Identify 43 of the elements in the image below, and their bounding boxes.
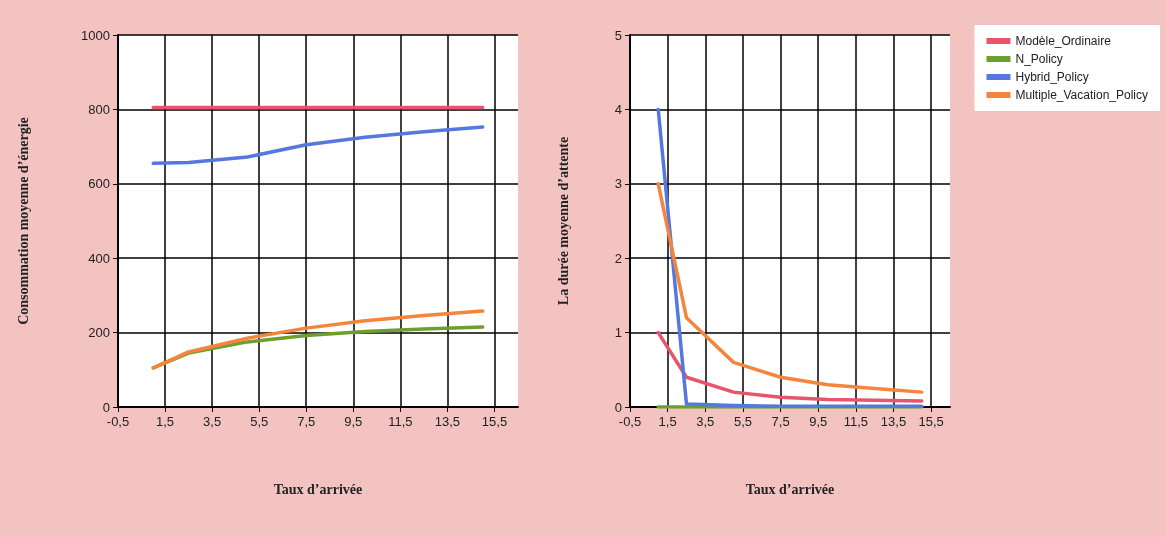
y-tick-label: 3 — [614, 176, 622, 192]
y-tick-label: 400 — [88, 250, 110, 266]
x-tick-label: 1,5 — [156, 414, 175, 429]
x-tick-label: 13,5 — [880, 414, 907, 429]
y-tick-label: 1 — [614, 325, 622, 341]
x-axis-title: Taux d’arrivée — [273, 481, 363, 497]
y-axis-title: Consommation moyenne d’énergie — [15, 117, 31, 325]
x-tick-label: 15,5 — [918, 414, 944, 429]
x-tick-label: 5,5 — [250, 414, 269, 429]
line-series — [656, 107, 924, 409]
x-tick-label: 15,5 — [481, 414, 508, 429]
line-series — [656, 182, 924, 394]
y-tick-label: 800 — [88, 101, 110, 117]
x-tick-label: 9,5 — [344, 414, 363, 429]
x-tick-label: 9,5 — [809, 414, 828, 429]
line-series — [151, 125, 485, 166]
legend-label: Multiple_Vacation_Policy — [1015, 88, 1148, 102]
y-tick-label: 0 — [614, 399, 622, 415]
x-tick-label: 1,5 — [658, 414, 677, 429]
x-tick-label: 3,5 — [203, 414, 222, 429]
x-tick-label: 13,5 — [434, 414, 461, 429]
x-tick-label: 11,5 — [388, 414, 413, 429]
y-tick-label: 200 — [88, 325, 110, 341]
y-tick-label: 4 — [614, 101, 622, 117]
x-tick-label: 11,5 — [843, 414, 869, 429]
line-series — [656, 330, 924, 403]
x-axis-title: Taux d’arrivée — [745, 481, 835, 497]
x-tick-label: 3,5 — [696, 414, 715, 429]
legend-label: N_Policy — [1015, 52, 1063, 66]
legend-label: Hybrid_Policy — [1015, 70, 1089, 84]
y-tick-label: 0 — [102, 399, 110, 415]
x-tick-label: -0,5 — [106, 414, 130, 429]
y-tick-label: 1000 — [81, 27, 110, 43]
x-tick-label: 7,5 — [771, 414, 790, 429]
legend-label: Modèle_Ordinaire — [1015, 34, 1112, 48]
line-series — [151, 309, 485, 370]
y-axis-title: La durée moyenne d’attente — [555, 136, 571, 306]
y-tick-label: 2 — [614, 250, 622, 266]
y-tick-label: 5 — [614, 27, 622, 43]
x-tick-label: 5,5 — [733, 414, 752, 429]
x-tick-label: 7,5 — [297, 414, 316, 429]
y-tick-label: 600 — [88, 176, 110, 192]
x-tick-label: -0,5 — [618, 414, 642, 429]
